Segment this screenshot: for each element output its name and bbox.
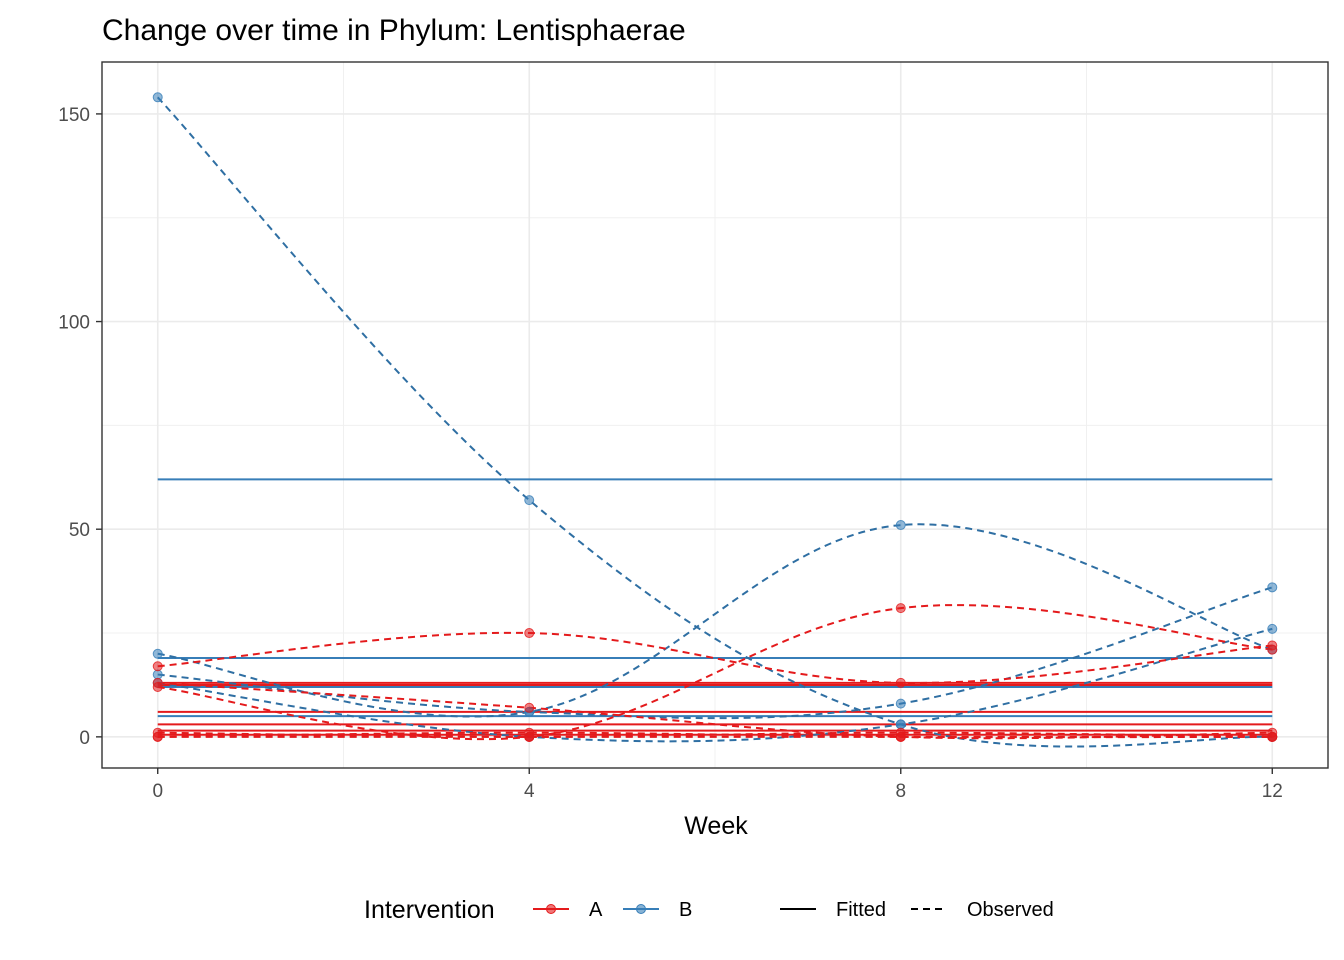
y-tick-label: 100 — [58, 313, 90, 334]
data-point-a — [895, 677, 906, 688]
x-tick-label: 4 — [524, 781, 535, 802]
data-point-a — [524, 702, 535, 713]
observed-lines — [156, 96, 1273, 748]
x-tick-label: 8 — [895, 781, 906, 802]
legend-label-a: A — [589, 899, 603, 921]
legend-title: Intervention — [364, 896, 495, 924]
data-point-a — [895, 727, 906, 738]
data-point-a — [1267, 644, 1278, 655]
y-tick-label: 50 — [69, 520, 90, 541]
y-tick-label: 0 — [79, 728, 90, 749]
x-tick-label: 0 — [152, 781, 163, 802]
data-point-a — [524, 628, 535, 639]
data-point-b — [895, 698, 906, 709]
axes: 0 4 8 12 0 50 100 150 — [58, 105, 1283, 802]
y-tick-label: 150 — [58, 105, 90, 126]
legend: Intervention A B Fitted Observed — [364, 896, 1054, 924]
chart-title: Change over time in Phylum: Lentisphaera… — [102, 14, 686, 47]
legend-point-a — [546, 904, 556, 914]
data-point-a — [1267, 731, 1278, 742]
grid-lines — [102, 62, 1328, 768]
legend-label-b: B — [679, 899, 692, 921]
observed-line-a — [157, 731, 1273, 738]
legend-label-observed: Observed — [967, 899, 1054, 921]
plot-panel-border — [101, 61, 1329, 769]
data-point-a — [895, 603, 906, 614]
data-point-b — [152, 669, 163, 680]
data-point-b — [524, 495, 535, 506]
data-point-b — [152, 648, 163, 659]
data-point-b — [895, 520, 906, 531]
legend-label-fitted: Fitted — [836, 899, 886, 921]
data-point-a — [152, 727, 163, 738]
observed-line-a — [157, 631, 1273, 684]
observed-points — [152, 92, 1278, 742]
data-point-a — [152, 682, 163, 693]
x-axis-title: Week — [684, 812, 748, 840]
observed-line-b — [156, 96, 1273, 748]
data-point-b — [1267, 623, 1278, 634]
observed-line-b — [157, 523, 1273, 718]
observed-line-b — [157, 627, 1273, 743]
x-tick-label: 12 — [1262, 781, 1283, 802]
data-point-a — [524, 731, 535, 742]
data-point-b — [1267, 582, 1278, 593]
data-point-a — [152, 661, 163, 672]
legend-point-b — [636, 904, 646, 914]
data-point-b — [152, 92, 163, 103]
data-point-b — [895, 719, 906, 730]
observed-line-a — [157, 681, 1273, 740]
